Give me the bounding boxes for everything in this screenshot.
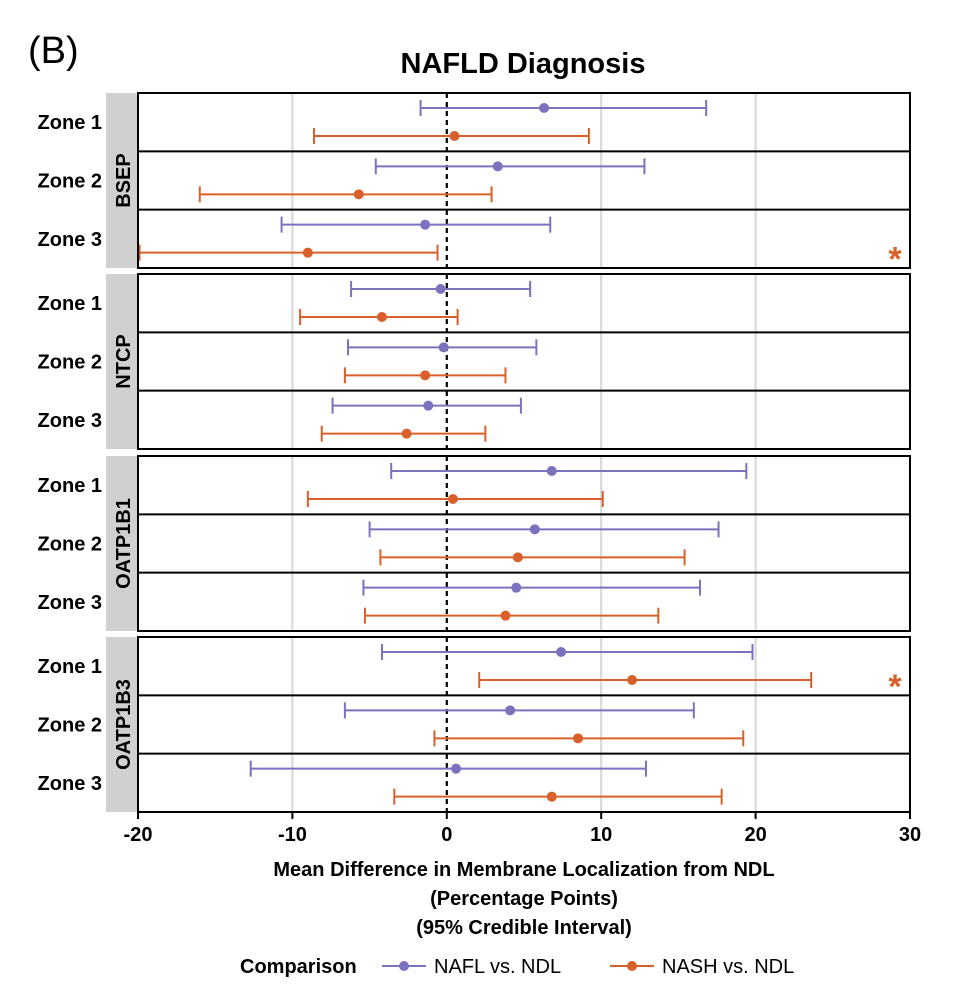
- zone-label: Zone 3: [38, 410, 102, 432]
- x-axis-label: (Percentage Points): [430, 888, 618, 910]
- significance-asterisk: *: [888, 668, 902, 706]
- nash-point: [500, 610, 511, 621]
- legend-entry-label: NAFL vs. NDL: [434, 956, 561, 978]
- legend-swatch-point: [399, 961, 409, 971]
- nafl-point: [511, 582, 522, 593]
- nafl-point: [451, 763, 462, 774]
- nafl-point: [420, 219, 431, 230]
- facet-strip-label: NTCP: [113, 334, 135, 388]
- zone-label: Zone 2: [38, 352, 102, 374]
- nafl-point: [435, 284, 446, 294]
- zone-label: Zone 3: [38, 229, 102, 251]
- nash-point: [546, 791, 557, 802]
- nafl-point: [546, 466, 557, 476]
- x-tick-label: 0: [441, 824, 452, 846]
- x-tick-label: 30: [899, 824, 921, 846]
- facet-strip: [106, 93, 137, 268]
- nash-point: [573, 733, 584, 744]
- panel-label: (B): [28, 30, 79, 72]
- nafl-point: [438, 342, 449, 353]
- facet-border: [137, 92, 911, 269]
- facet-border: [137, 636, 911, 813]
- facet-panel: [138, 456, 910, 631]
- facet-panel: [138, 93, 910, 268]
- legend-swatch-point: [627, 961, 637, 971]
- nash-point: [512, 552, 523, 563]
- facet-strip-label: OATP1B1: [113, 498, 135, 589]
- facet-border: [137, 455, 911, 632]
- nash-point: [627, 675, 638, 685]
- zone-label: Zone 2: [38, 534, 102, 556]
- zone-label: Zone 2: [38, 715, 102, 737]
- x-tick-label: 10: [590, 824, 612, 846]
- nafl-point: [423, 400, 434, 411]
- zone-label: Zone 1: [38, 112, 102, 134]
- nafl-point: [492, 161, 503, 172]
- zone-label: Zone 1: [38, 656, 102, 678]
- zone-label: Zone 3: [38, 773, 102, 795]
- zone-label: Zone 2: [38, 171, 102, 193]
- facet-border: [137, 273, 911, 450]
- facet-strip: [106, 637, 137, 812]
- nash-point: [420, 370, 431, 381]
- x-tick-label: -20: [124, 824, 153, 846]
- legend-title: Comparison: [240, 956, 357, 978]
- significance-asterisk: *: [888, 241, 902, 279]
- nash-point: [376, 312, 387, 322]
- nafl-point: [539, 103, 550, 113]
- x-axis-label: (95% Credible Interval): [416, 917, 632, 939]
- nash-point: [302, 247, 313, 258]
- x-tick-label: 20: [744, 824, 766, 846]
- nash-point: [401, 428, 412, 439]
- facet-strip-label: BSEP: [113, 153, 135, 207]
- facet-strip-label: OATP1B3: [113, 679, 135, 770]
- nafl-point: [556, 647, 567, 657]
- facet-panel: [138, 274, 910, 449]
- x-tick-label: -10: [278, 824, 307, 846]
- legend-entry-label: NASH vs. NDL: [662, 956, 794, 978]
- nafl-point: [505, 705, 516, 716]
- nash-point: [447, 494, 458, 504]
- x-axis-label: Mean Difference in Membrane Localization…: [273, 859, 774, 881]
- facet-panel: [138, 637, 910, 812]
- nash-point: [449, 131, 460, 141]
- nash-point: [353, 189, 364, 200]
- facet-strip: [106, 456, 137, 631]
- zone-label: Zone 1: [38, 475, 102, 497]
- chart-title: NAFLD Diagnosis: [400, 48, 646, 80]
- zone-label: Zone 1: [38, 293, 102, 315]
- facet-strip: [106, 274, 137, 449]
- zone-label: Zone 3: [38, 592, 102, 614]
- nafl-point: [529, 524, 540, 535]
